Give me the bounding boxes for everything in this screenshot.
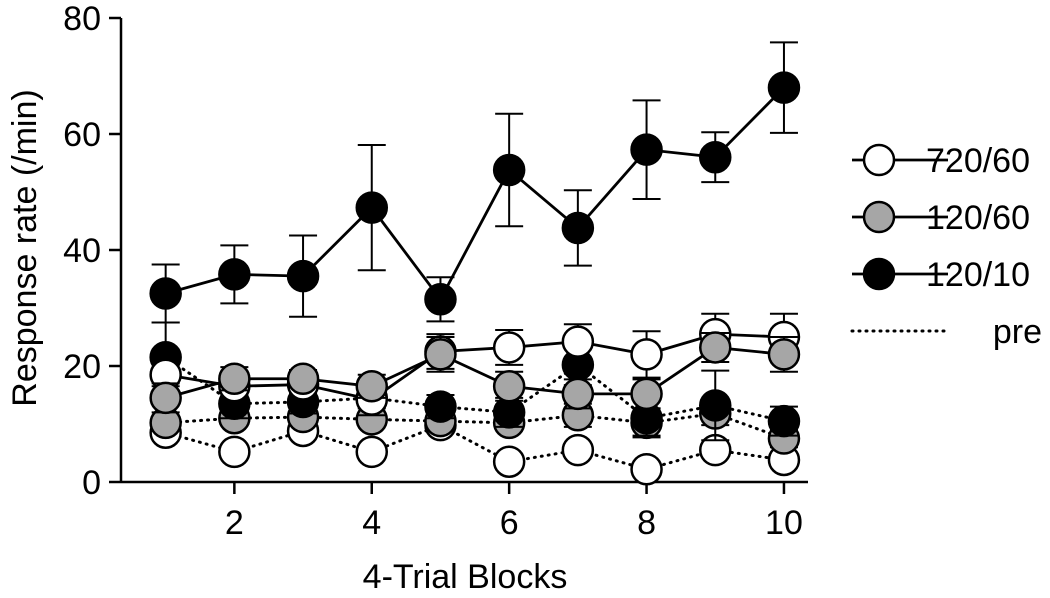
legend-marker [862,200,896,234]
plot-area [149,41,801,486]
data-point [492,153,526,187]
data-point [355,435,389,469]
legend-label: pre [993,313,1042,351]
data-point [561,211,595,245]
data-point [630,338,663,371]
pre-series-line [164,412,786,440]
data-point [699,389,732,422]
y-tick-group: 0 20 40 60 80 [63,0,121,502]
data-point [561,433,595,467]
data-point [561,377,595,411]
data-point [767,404,801,438]
data-point [492,445,526,478]
legend-item: pre [850,313,1042,351]
legend-marker [862,143,896,177]
legend-label: 720/60 [926,142,1030,180]
y-tick-label: 0 [82,464,101,502]
data-point [149,277,182,310]
legend-label: 120/60 [926,199,1030,237]
data-point [699,331,732,364]
data-point [767,338,801,371]
legend: 720/60 120/60 120/10 pre [850,142,1042,351]
data-point [630,377,663,411]
data-point [218,258,251,291]
data-point [424,338,457,371]
data-point [492,331,526,364]
data-point [355,370,389,403]
series-line [165,332,785,402]
x-tick-label: 6 [500,504,519,542]
data-point [218,435,251,469]
legend-item: 720/60 [852,142,1030,180]
data-point [149,381,182,415]
series-1 [149,331,801,415]
data-point [699,140,732,174]
y-tick-label: 80 [63,0,101,38]
data-point [424,390,457,423]
y-tick-label: 60 [63,116,101,154]
data-point [355,191,389,224]
data-point [767,71,801,104]
x-tick-label: 10 [765,504,803,542]
x-tick-group: 2 4 6 8 10 [225,482,803,542]
legend-item: 120/10 [852,256,1030,294]
legend-label: 120/10 [926,256,1030,294]
x-axis: 2 4 6 8 10 4-Trial Blocks [121,480,808,596]
y-axis: 0 20 40 60 80 Response rate (/min) [6,0,123,502]
data-point [630,452,663,486]
y-tick-label: 40 [63,232,101,270]
y-axis-label: Response rate (/min) [6,89,44,406]
x-tick-label: 4 [362,504,381,542]
data-point [286,362,320,396]
pre-series-line [164,355,786,423]
x-tick-label: 8 [637,504,656,542]
data-point [286,259,320,293]
data-point [492,370,526,403]
x-axis-label: 4-Trial Blocks [363,558,568,596]
pre-series-line [164,423,786,471]
legend-item: 120/60 [852,199,1030,237]
series-line [165,345,785,400]
x-tick-label: 2 [225,504,244,542]
legend-marker [862,257,896,291]
data-point [424,283,457,316]
data-point [630,133,663,166]
series-2 [149,41,801,324]
data-point [218,362,251,396]
data-point [561,325,595,358]
y-tick-label: 20 [63,348,101,386]
series-line [165,86,785,302]
